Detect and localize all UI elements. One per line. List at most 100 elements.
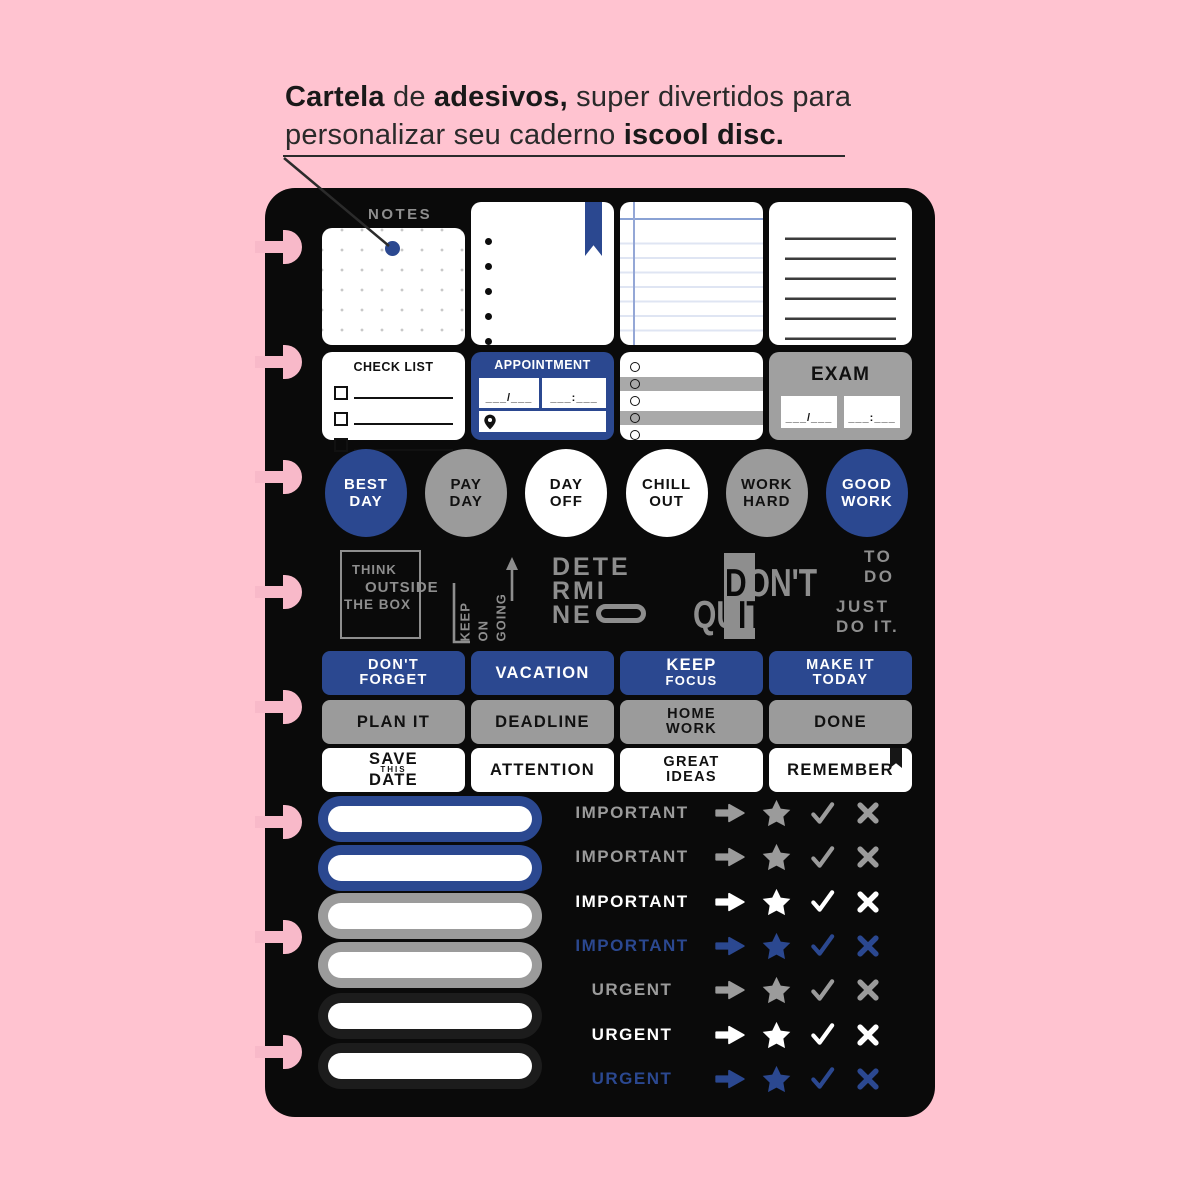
radio-circle-icon (630, 379, 640, 389)
star-icon (762, 1021, 790, 1048)
checkbox-icon (334, 438, 348, 452)
x-icon (857, 1068, 879, 1090)
quote-think-outside-the-box: THINK OUTSIDE THE BOX (340, 550, 438, 639)
check-icon (810, 934, 834, 957)
task-label: IMPORTANT (575, 935, 689, 955)
binder-disc (255, 460, 303, 494)
date-blank: ___/___ (479, 378, 539, 408)
arrow-right-icon (715, 848, 745, 867)
x-icon (857, 890, 879, 913)
pill-label-sticker (318, 993, 542, 1039)
label-sticker-vacation: VACATION (471, 651, 614, 695)
binder-disc (255, 345, 303, 379)
bullet-list-sticker (620, 352, 763, 440)
time-blank: ___:___ (844, 396, 900, 428)
exam-sticker: EXAM ___/___ ___:___ (769, 352, 912, 440)
task-label: IMPORTANT (575, 847, 689, 867)
binder-disc (255, 1035, 303, 1069)
star-icon (762, 888, 790, 915)
task-row: URGENT (557, 1065, 902, 1093)
dot-grid-note-sticker (322, 228, 465, 345)
x-icon (857, 979, 879, 1001)
label-sticker-make-it-today: MAKE IT TODAY (769, 651, 912, 695)
check-icon (810, 978, 834, 1001)
circle-sticker-day-off: DAY OFF (525, 449, 608, 537)
check-icon (810, 1023, 834, 1045)
label-sticker-remember: REMEMBER (769, 748, 912, 792)
exam-title: EXAM (811, 364, 870, 385)
task-label: URGENT (591, 1068, 673, 1088)
label-sticker-home-work: HOME WORK (620, 700, 763, 744)
task-label: IMPORTANT (575, 891, 689, 911)
notes-label: NOTES (368, 206, 433, 223)
binder-disc (255, 805, 303, 839)
check-list-sticker: CHECK LIST (322, 352, 465, 452)
radio-circle-icon (630, 430, 640, 440)
check-icon (810, 801, 834, 824)
radio-circle-icon (630, 362, 640, 372)
arrow-right-icon (715, 892, 745, 911)
binder-disc (255, 575, 303, 609)
label-sticker-attention: ATTENTION (471, 748, 614, 792)
star-icon (762, 1065, 790, 1092)
task-row: IMPORTANT (557, 799, 902, 827)
task-label: IMPORTANT (575, 803, 689, 822)
circle-sticker-best-day: BEST DAY (325, 449, 407, 537)
binder-disc (255, 690, 303, 724)
star-icon (762, 932, 790, 959)
pill-label-sticker (318, 893, 542, 939)
caption-underline (283, 155, 845, 157)
binder-disc (255, 230, 303, 264)
pill-label-sticker (318, 845, 542, 891)
label-sticker-dont-forget: DON'T FORGET (322, 651, 465, 695)
ruled-margin-page-sticker (620, 202, 763, 345)
binder-disc (255, 920, 303, 954)
arrow-right-icon (715, 1069, 745, 1088)
star-icon (762, 799, 790, 827)
x-icon (857, 1023, 879, 1046)
location-pin-icon (484, 414, 496, 430)
appointment-sticker: APPOINTMENT ___/___ ___:___ (471, 352, 614, 440)
circle-sticker-row: BEST DAY PAY DAY DAY OFF CHILL OUT WORK HARD … (325, 449, 908, 537)
time-blank: ___:___ (542, 378, 606, 408)
bookmark-icon (585, 202, 602, 256)
arrow-right-icon (715, 981, 745, 1000)
pill-label-sticker (318, 1043, 542, 1089)
lined-page-sticker (769, 202, 912, 345)
circle-sticker-pay-day: PAY DAY (425, 449, 508, 537)
task-row: IMPORTANT (557, 932, 902, 960)
quote-to-do-just-do-it: TO DO JUST DO IT. (836, 547, 900, 636)
caption-line-1: Cartela de adesivos, super divertidos pa… (285, 81, 852, 113)
circle-sticker-chill-out: CHILL OUT (625, 449, 708, 537)
check-icon (810, 1067, 834, 1090)
checkbox-icon (334, 412, 348, 426)
check-icon (810, 890, 834, 912)
arrow-right-icon (715, 803, 745, 823)
star-icon (762, 977, 790, 1004)
quote-determined: DETE RMI NE (552, 555, 646, 628)
bookmark-icon (890, 748, 902, 768)
pill-label-sticker (318, 942, 542, 988)
label-sticker-keep-focus: KEEP FOCUS (620, 651, 763, 695)
arrow-right-icon (715, 1025, 745, 1044)
label-sticker-plan-it: PLAN IT (322, 700, 465, 744)
caption: Cartela de adesivos, super divertidos pa… (285, 78, 851, 154)
x-icon (857, 802, 879, 824)
task-row: URGENT (557, 976, 902, 1004)
star-icon (762, 844, 790, 871)
pill-label-sticker (318, 796, 542, 842)
caption-line-2: personalizar seu caderno iscool disc. (285, 119, 785, 151)
check-icon (810, 846, 834, 868)
check-list-title: CHECK LIST (353, 360, 434, 374)
task-row: IMPORTANT (557, 888, 902, 916)
date-blank: ___/___ (781, 396, 837, 428)
radio-circle-icon (630, 413, 640, 423)
label-sticker-save-this-date: SAVE THIS DATE (322, 748, 465, 792)
task-row: IMPORTANT (557, 843, 902, 871)
task-label: URGENT (591, 1024, 673, 1044)
bulleted-page-sticker (471, 202, 614, 345)
arrow-right-icon (715, 936, 745, 956)
sticker-sheet: NOTES CHECK LIST APPOINTMENT (265, 188, 935, 1117)
label-sticker-great-ideas: GREAT IDEAS (620, 748, 763, 792)
